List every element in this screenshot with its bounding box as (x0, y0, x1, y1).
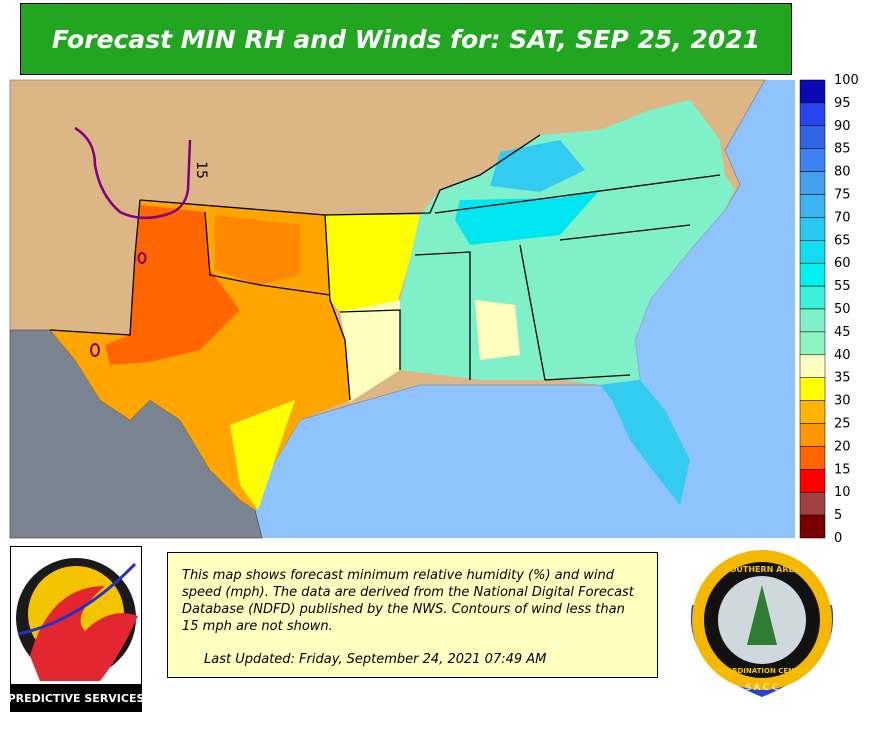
contour-label: 15 (193, 161, 209, 179)
wind-contour-loop (90, 343, 100, 357)
legend-swatch (799, 446, 826, 470)
legend-label: 30 (834, 394, 851, 409)
legend-swatch (799, 377, 826, 401)
legend-label: 0 (834, 531, 842, 545)
legend-label: 35 (834, 371, 851, 386)
legend-swatch (799, 194, 826, 218)
legend-swatch (799, 79, 826, 104)
state-borders (49, 134, 721, 401)
region-yellow-south (230, 400, 295, 510)
legend-label: 60 (834, 256, 851, 271)
legend-swatch (799, 240, 826, 264)
legend-swatch (799, 514, 826, 539)
legend: 1009590858075706560555045403530252015105… (799, 73, 859, 545)
legend-swatch (799, 491, 826, 516)
legend-label: 100 (834, 73, 859, 88)
region-yellow (325, 215, 420, 312)
legend-swatch (799, 308, 826, 333)
legend-swatch (799, 354, 826, 378)
legend-label: 85 (834, 142, 851, 157)
logo-bottom-text: COORDINATION CENTER (715, 667, 810, 675)
description: This map shows forecast minimum relative… (182, 568, 634, 634)
logo-flame (30, 586, 138, 681)
legend-label: 25 (834, 417, 851, 432)
logo-tree (747, 585, 777, 645)
legend-label: 15 (834, 462, 851, 477)
title: Forecast MIN RH and Winds for: SAT, SEP … (20, 3, 792, 75)
legend-swatch (799, 285, 826, 310)
logo-band (11, 684, 141, 711)
wind-contour (74, 126, 192, 220)
predictive-logo: PREDICTIVE SERVICES (10, 546, 142, 712)
logo-top-text: SOUTHERN AREA (724, 565, 801, 574)
legend-label: 5 (834, 508, 842, 523)
legend-swatch (799, 423, 826, 447)
legend-label: 90 (834, 119, 851, 134)
logo-acronym: S A C C (745, 683, 778, 693)
legend-swatch (799, 400, 826, 424)
region-orange-dark (215, 215, 300, 285)
legend-swatch (799, 331, 826, 356)
legend-label: 75 (834, 188, 851, 203)
legend-label: 10 (834, 485, 851, 500)
legend-swatch (799, 148, 826, 172)
logo-text: PREDICTIVE SERVICES (10, 692, 142, 705)
legend-swatch (799, 262, 826, 287)
description-box: This map shows forecast minimum relative… (167, 552, 658, 678)
region-florida (600, 380, 690, 505)
legend-swatch (799, 171, 826, 195)
logo-front (17, 562, 137, 636)
legend-label: 45 (834, 325, 851, 340)
legend-swatch (799, 102, 826, 127)
sacc-logo: SOUTHERN AREA COORDINATION CENTER S A C … (690, 550, 834, 697)
legend-label: 40 (834, 348, 851, 363)
legend-swatch (799, 125, 826, 149)
region-cream (340, 300, 400, 402)
wind-contour-loop (137, 252, 147, 264)
region-cyan (455, 190, 600, 245)
region-red-orange (105, 205, 240, 365)
legend-label: 70 (834, 210, 851, 225)
last-updated: Last Updated: Friday, September 24, 2021… (204, 652, 547, 667)
legend-label: 50 (834, 302, 851, 317)
legend-label: 80 (834, 165, 851, 180)
legend-label: 20 (834, 439, 851, 454)
region-cream-al (475, 300, 520, 360)
legend-swatch (799, 469, 826, 493)
legend-label: 95 (834, 96, 851, 111)
legend-swatch (799, 217, 826, 241)
legend-label: 65 (834, 233, 851, 248)
legend-label: 55 (834, 279, 851, 294)
map-svg: 15 1009590858075706560555045403530252015… (9, 73, 859, 545)
